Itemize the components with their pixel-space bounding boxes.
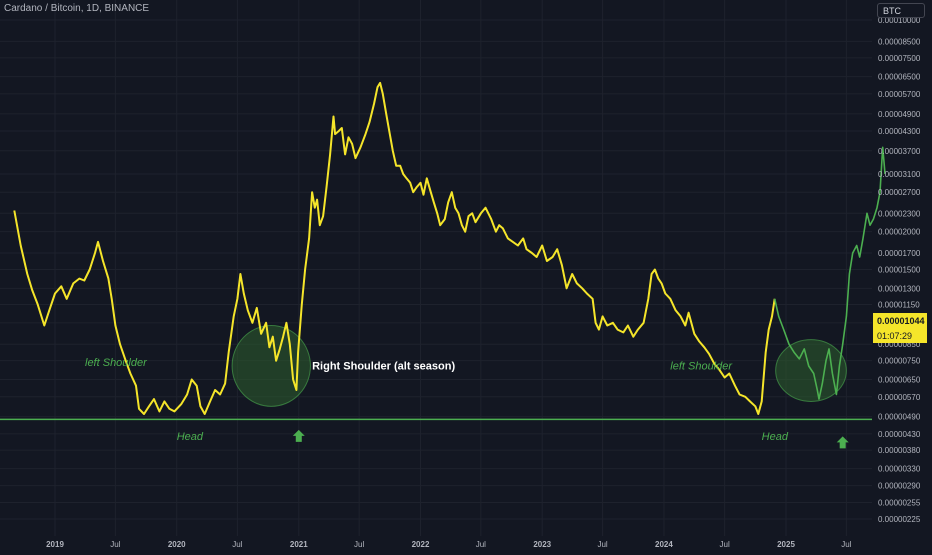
y-tick-label: 0.00000850 [878,340,921,349]
x-tick-label: 2019 [46,540,64,549]
y-tick-label: 0.00002700 [878,188,921,197]
y-tick-label: 0.00010000 [878,16,921,25]
y-tick-label: 0.00001700 [878,249,921,258]
x-tick-label: Jul [597,540,607,549]
x-tick-label: Jul [110,540,120,549]
x-tick-label: 2021 [290,540,308,549]
up-arrow-icon [836,436,849,449]
annotation-label: Head [177,431,204,443]
price-series [13,81,886,415]
y-tick-label: 0.00000750 [878,357,921,366]
y-tick-label: 0.00007500 [878,54,921,63]
y-tick-label: 0.00004300 [878,127,921,136]
y-tick-label: 0.00006500 [878,73,921,82]
grid-lines [0,0,872,536]
symbol-title[interactable]: Cardano / Bitcoin, 1D, BINANCE [4,3,150,14]
x-tick-label: Jul [720,540,730,549]
price-line [13,81,776,415]
y-tick-label: 0.00000255 [878,499,921,508]
y-tick-label: 0.00000290 [878,482,921,491]
x-tick-label: Jul [841,540,851,549]
annotation-label: left Shoulder [670,361,733,373]
x-tick-label: 2023 [533,540,551,549]
y-tick-label: 0.00008500 [878,37,921,46]
y-tick-label: 0.00001150 [878,300,920,309]
y-tick-label: 0.00000490 [878,413,921,422]
last-price-tag: 0.00001044 [873,313,927,329]
y-tick-label: 0.00000650 [878,375,921,384]
y-tick-label: 0.00000430 [878,430,921,439]
annotation-label: Right Shoulder (alt season) [312,361,455,373]
x-tick-label: 2024 [655,540,673,549]
x-tick-label: Jul [476,540,486,549]
annotation-label: left Shoulder [85,357,148,369]
up-arrow-icon [292,429,305,442]
x-tick-label: 2020 [168,540,186,549]
x-tick-label: Jul [354,540,364,549]
x-tick-label: Jul [232,540,242,549]
y-tick-label: 0.00001300 [878,284,921,293]
y-tick-label: 0.00004900 [878,110,921,119]
y-tick-label: 0.00003700 [878,147,921,156]
annotation-label: Head [762,431,789,443]
y-tick-label: 0.00005700 [878,90,921,99]
y-tick-label: 0.00001500 [878,266,921,275]
y-tick-label: 0.00000380 [878,446,921,455]
currency-button[interactable]: BTC [877,3,925,18]
y-axis[interactable]: 0.00010000 0.00008500 0.00007500 0.00006500… [878,16,921,524]
bar-countdown-tag: 01:07:29 [873,329,927,343]
x-axis[interactable]: 2019 Jul 2020 Jul 2021 Jul 2022 Jul 2023 Jul 2024 J… [46,540,852,549]
projection-line [773,146,886,400]
x-tick-label: 2022 [412,540,430,549]
y-tick-label: 0.00003100 [878,170,921,179]
y-tick-label: 0.00000330 [878,465,921,474]
y-tick-label: 0.00000570 [878,393,921,402]
x-tick-label: 2025 [777,540,795,549]
y-tick-label: 0.00002000 [878,228,921,237]
arrows [292,429,849,449]
y-tick-label: 0.00002300 [878,209,921,218]
y-tick-label: 0.00000225 [878,515,921,524]
annotations: left Shoulder Head Right Shoulder (alt sea… [85,357,789,443]
